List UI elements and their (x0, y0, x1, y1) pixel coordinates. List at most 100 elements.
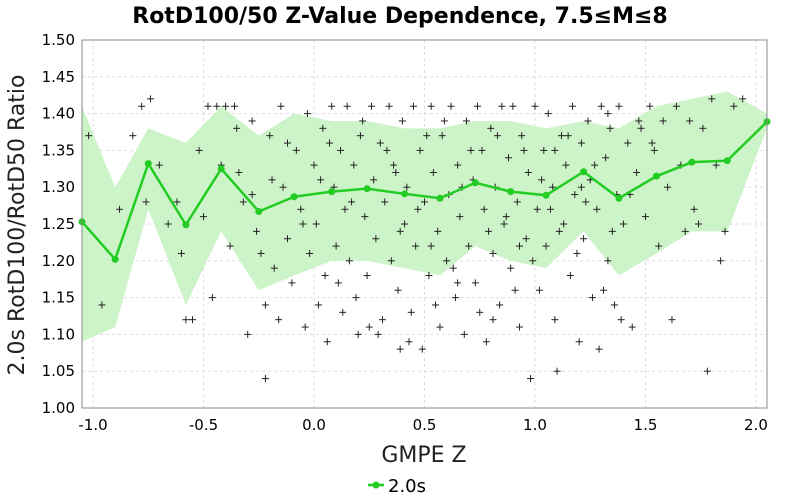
scatter-point (560, 220, 568, 228)
series-point-2s (436, 194, 444, 202)
scatter-point (188, 316, 196, 324)
scatter-point (577, 139, 585, 147)
scatter-point (317, 176, 325, 184)
scatter-point (611, 301, 619, 309)
scatter-point (493, 132, 501, 140)
scatter-point (235, 168, 243, 176)
scatter-point (480, 205, 488, 213)
legend-label-2s: 2.0s (388, 476, 426, 497)
scatter-point (233, 124, 241, 132)
scatter-point (405, 338, 413, 346)
y-tick-label: 1.25 (42, 215, 75, 233)
scatter-point (648, 139, 656, 147)
x-tick-label: 1.5 (634, 416, 658, 434)
series-point-2s (182, 221, 190, 229)
y-tick-label: 1.45 (42, 68, 75, 86)
scatter-point (730, 102, 738, 110)
scatter-point (524, 168, 532, 176)
scatter-point (449, 264, 457, 272)
scatter-point (575, 338, 583, 346)
scatter-point (359, 117, 367, 125)
scatter-point (381, 198, 389, 206)
scatter-point (323, 338, 331, 346)
scatter-point (244, 330, 252, 338)
scatter-point (321, 272, 329, 280)
scatter-point (213, 102, 221, 110)
scatter-point (504, 154, 512, 162)
scatter-point (319, 124, 327, 132)
scatter-point (703, 367, 711, 375)
scatter-point (182, 316, 190, 324)
scatter-point (438, 132, 446, 140)
scatter-point (699, 124, 707, 132)
scatter-point (511, 286, 519, 294)
scatter-point (518, 132, 526, 140)
scatter-point (659, 117, 667, 125)
scatter-point (615, 102, 623, 110)
y-tick-label: 1.10 (42, 325, 75, 343)
scatter-point (352, 294, 360, 302)
x-tick-label: -1.0 (78, 416, 107, 434)
y-tick-label: 1.40 (42, 105, 75, 123)
scatter-point (465, 242, 473, 250)
y-tick-label: 1.05 (42, 362, 75, 380)
chart-title: RotD100/50 Z-Value Dependence, 7.5≤M≤8 (132, 4, 667, 29)
series-point-2s (653, 172, 661, 180)
scatter-point (432, 301, 440, 309)
scatter-point (454, 161, 462, 169)
scatter-point (597, 102, 605, 110)
scatter-point (582, 198, 590, 206)
scatter-point (664, 183, 672, 191)
scatter-point (447, 102, 455, 110)
series-point-2s (615, 194, 623, 202)
scatter-point (312, 220, 320, 228)
scatter-point (390, 161, 398, 169)
scatter-point (690, 205, 698, 213)
scatter-point (542, 242, 550, 250)
scatter-point (460, 330, 468, 338)
scatter-point (485, 227, 493, 235)
scatter-point (502, 213, 510, 221)
y-tick-label: 1.30 (42, 178, 75, 196)
scatter-point (717, 257, 725, 265)
scatter-point (456, 213, 464, 221)
scatter-point (372, 235, 380, 243)
scatter-point (462, 117, 470, 125)
scatter-point (341, 205, 349, 213)
scatter-point (489, 316, 497, 324)
scatter-point (467, 146, 475, 154)
plot-border (81, 39, 768, 409)
series-point-2s (144, 160, 152, 168)
band-area (82, 91, 767, 342)
scatter-point (239, 198, 247, 206)
scatter-point (551, 146, 559, 154)
scatter-point (624, 139, 632, 147)
scatter-point (695, 220, 702, 228)
scatter-point (440, 117, 448, 125)
scatter-point (284, 235, 291, 243)
x-tick-label: 0.0 (302, 416, 326, 434)
scatter-point (407, 308, 415, 316)
scatter-point (489, 249, 497, 257)
scatter-point (348, 198, 356, 206)
scatter-point (478, 146, 486, 154)
legend: 2.0s (368, 476, 426, 497)
scatter-point (454, 279, 462, 287)
x-tick-label: 2.0 (744, 416, 768, 434)
scatter-point (599, 286, 607, 294)
scatter-point (284, 139, 291, 147)
series-point-2s (580, 168, 588, 176)
scatter-point (392, 168, 400, 176)
scatter-point (261, 375, 269, 383)
scatter-point (275, 316, 283, 324)
scatter-point (584, 117, 592, 125)
y-axis-label: 2.0s RotD100/RotD50 Ratio (5, 75, 30, 376)
scatter-point (314, 301, 322, 309)
scatter-point (98, 301, 106, 309)
scatter-point (546, 205, 554, 213)
scatter-point (637, 124, 645, 132)
scatter-point (739, 95, 747, 103)
scatter-point (379, 316, 387, 324)
scatter-point (471, 279, 479, 287)
scatter-point (414, 205, 422, 213)
